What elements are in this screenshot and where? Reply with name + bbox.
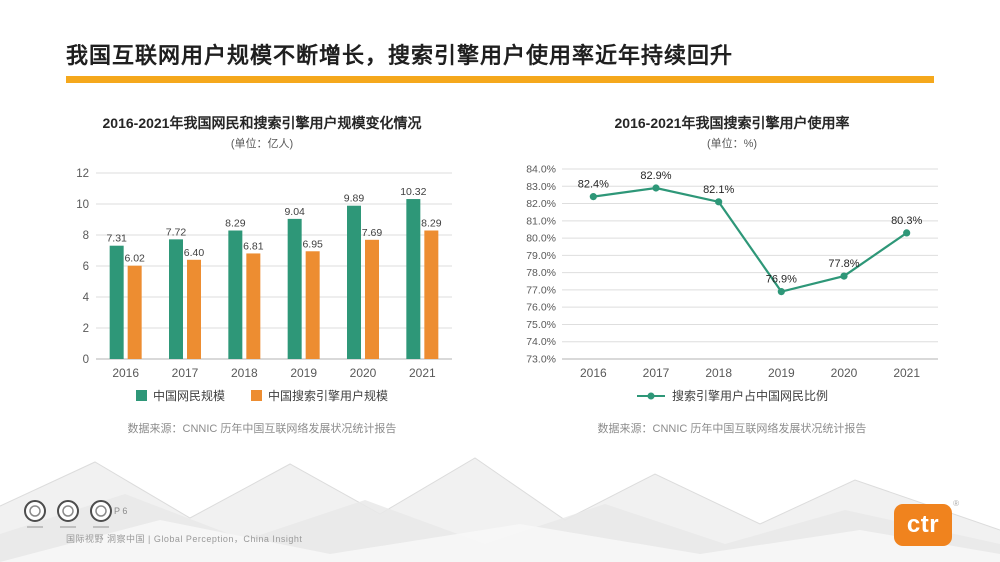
svg-text:2020: 2020	[350, 366, 377, 380]
ctr-logo: ctr	[894, 504, 952, 546]
footer-logos	[22, 499, 114, 536]
svg-text:76.0%: 76.0%	[526, 302, 556, 314]
svg-text:2018: 2018	[231, 366, 258, 380]
svg-text:84.0%: 84.0%	[526, 164, 556, 176]
bar-chart-source: 数据来源：CNNIC 历年中国互联网络发展状况统计报告	[127, 423, 397, 435]
mountain-background	[0, 457, 1000, 562]
svg-text:78.0%: 78.0%	[526, 267, 556, 279]
svg-text:83.0%: 83.0%	[526, 181, 556, 193]
svg-text:7.31: 7.31	[106, 233, 127, 245]
svg-text:2020: 2020	[831, 366, 858, 380]
bar-chart-panel: 2016-2021年我国网民和搜索引擎用户规模变化情况 (单位：亿人) 0 2 4 6…	[56, 113, 468, 436]
legend-item-search: 中国搜索引擎用户规模	[251, 387, 388, 404]
svg-text:76.9%: 76.9%	[766, 274, 797, 286]
svg-text:6.40: 6.40	[184, 247, 205, 259]
bar-chart-subtitle: (单位：亿人)	[230, 138, 294, 150]
svg-text:12: 12	[76, 168, 89, 180]
legend-line-swatch	[636, 392, 665, 399]
legend-label-netizen: 中国网民规模	[152, 389, 225, 403]
svg-text:9.04: 9.04	[284, 206, 305, 218]
svg-text:8.29: 8.29	[225, 218, 246, 230]
svg-text:82.0%: 82.0%	[526, 198, 556, 210]
line-chart-subtitle: (单位：%)	[706, 138, 758, 150]
svg-text:6.95: 6.95	[302, 238, 323, 250]
svg-text:2021: 2021	[893, 366, 920, 380]
svg-text:2021: 2021	[409, 366, 436, 380]
svg-text:9.89: 9.89	[344, 193, 365, 205]
footer-medallion-icon	[22, 499, 48, 536]
bar-chart: 0 2 4 6 8 10 12 2016 7.31 6.02 2017 7.72 6.40 2018 8.2…	[56, 155, 468, 385]
svg-text:6.02: 6.02	[124, 253, 145, 265]
legend-item-usage-rate: 搜索引擎用户占中国网民比例	[636, 387, 828, 404]
line-chart: 73.0% 74.0% 75.0% 76.0% 77.0% 78.0% 79.0% 80.0%…	[510, 155, 954, 385]
legend-label-usage-rate: 搜索引擎用户占中国网民比例	[671, 389, 828, 403]
bar-chart-title: 2016-2021年我国网民和搜索引擎用户规模变化情况	[102, 115, 422, 131]
svg-text:10.32: 10.32	[400, 186, 426, 198]
footer-medallion-icon	[55, 499, 81, 536]
slide-title: 我国互联网用户规模不断增长，搜索引擎用户使用率近年持续回升	[66, 43, 734, 68]
svg-text:8: 8	[83, 230, 89, 242]
svg-text:2018: 2018	[705, 366, 732, 380]
svg-text:7.69: 7.69	[362, 227, 383, 239]
footer-medallion-icon	[88, 499, 114, 536]
svg-text:0: 0	[83, 354, 89, 366]
svg-text:10: 10	[76, 199, 89, 211]
svg-text:73.0%: 73.0%	[526, 354, 556, 366]
page-number: P 6	[114, 506, 128, 516]
svg-text:2019: 2019	[290, 366, 317, 380]
svg-text:74.0%: 74.0%	[526, 336, 556, 348]
svg-text:81.0%: 81.0%	[526, 215, 556, 227]
title-block: 我国互联网用户规模不断增长，搜索引擎用户使用率近年持续回升	[66, 38, 934, 83]
legend-label-search: 中国搜索引擎用户规模	[268, 389, 389, 403]
legend-swatch-netizen	[135, 390, 147, 401]
svg-text:79.0%: 79.0%	[526, 250, 556, 262]
svg-text:2019: 2019	[768, 366, 795, 380]
svg-text:6.81: 6.81	[243, 240, 264, 252]
bar-chart-legend: 中国网民规模 中国搜索引擎用户规模	[56, 387, 468, 404]
svg-text:2016: 2016	[112, 366, 139, 380]
svg-text:8.29: 8.29	[421, 218, 442, 230]
svg-text:82.9%: 82.9%	[640, 170, 671, 182]
line-chart-legend: 搜索引擎用户占中国网民比例	[510, 387, 954, 404]
title-underline	[66, 76, 934, 83]
charts-row: 2016-2021年我国网民和搜索引擎用户规模变化情况 (单位：亿人) 0 2 4 6…	[56, 113, 954, 436]
svg-text:80.3%: 80.3%	[891, 215, 922, 227]
svg-text:77.0%: 77.0%	[526, 284, 556, 296]
registered-mark-icon: ®	[953, 499, 959, 508]
line-chart-title: 2016-2021年我国搜索引擎用户使用率	[614, 115, 850, 131]
svg-text:4: 4	[83, 292, 90, 304]
svg-text:77.8%: 77.8%	[828, 258, 859, 270]
line-chart-panel: 2016-2021年我国搜索引擎用户使用率 (单位：%) 73.0% 74.0% 7…	[510, 113, 954, 436]
slide-content: 我国互联网用户规模不断增长，搜索引擎用户使用率近年持续回升 2016-2021年…	[0, 38, 1000, 436]
svg-text:2016: 2016	[580, 366, 607, 380]
svg-text:2017: 2017	[172, 366, 199, 380]
line-chart-source: 数据来源：CNNIC 历年中国互联网络发展状况统计报告	[597, 423, 867, 435]
svg-text:82.4%: 82.4%	[578, 179, 609, 191]
svg-text:82.1%: 82.1%	[703, 184, 734, 196]
svg-text:2: 2	[83, 323, 89, 335]
legend-item-netizen: 中国网民规模	[135, 387, 225, 404]
svg-text:80.0%: 80.0%	[526, 233, 556, 245]
svg-text:6: 6	[83, 261, 89, 273]
ctr-logo-text: ctr	[906, 511, 940, 538]
footer-caption: 国际视野 洞察中国 | Global Perception，China Insi…	[66, 534, 303, 544]
svg-text:7.72: 7.72	[166, 226, 187, 238]
svg-text:75.0%: 75.0%	[526, 319, 556, 331]
legend-swatch-search	[251, 390, 262, 401]
svg-text:2017: 2017	[643, 366, 670, 380]
